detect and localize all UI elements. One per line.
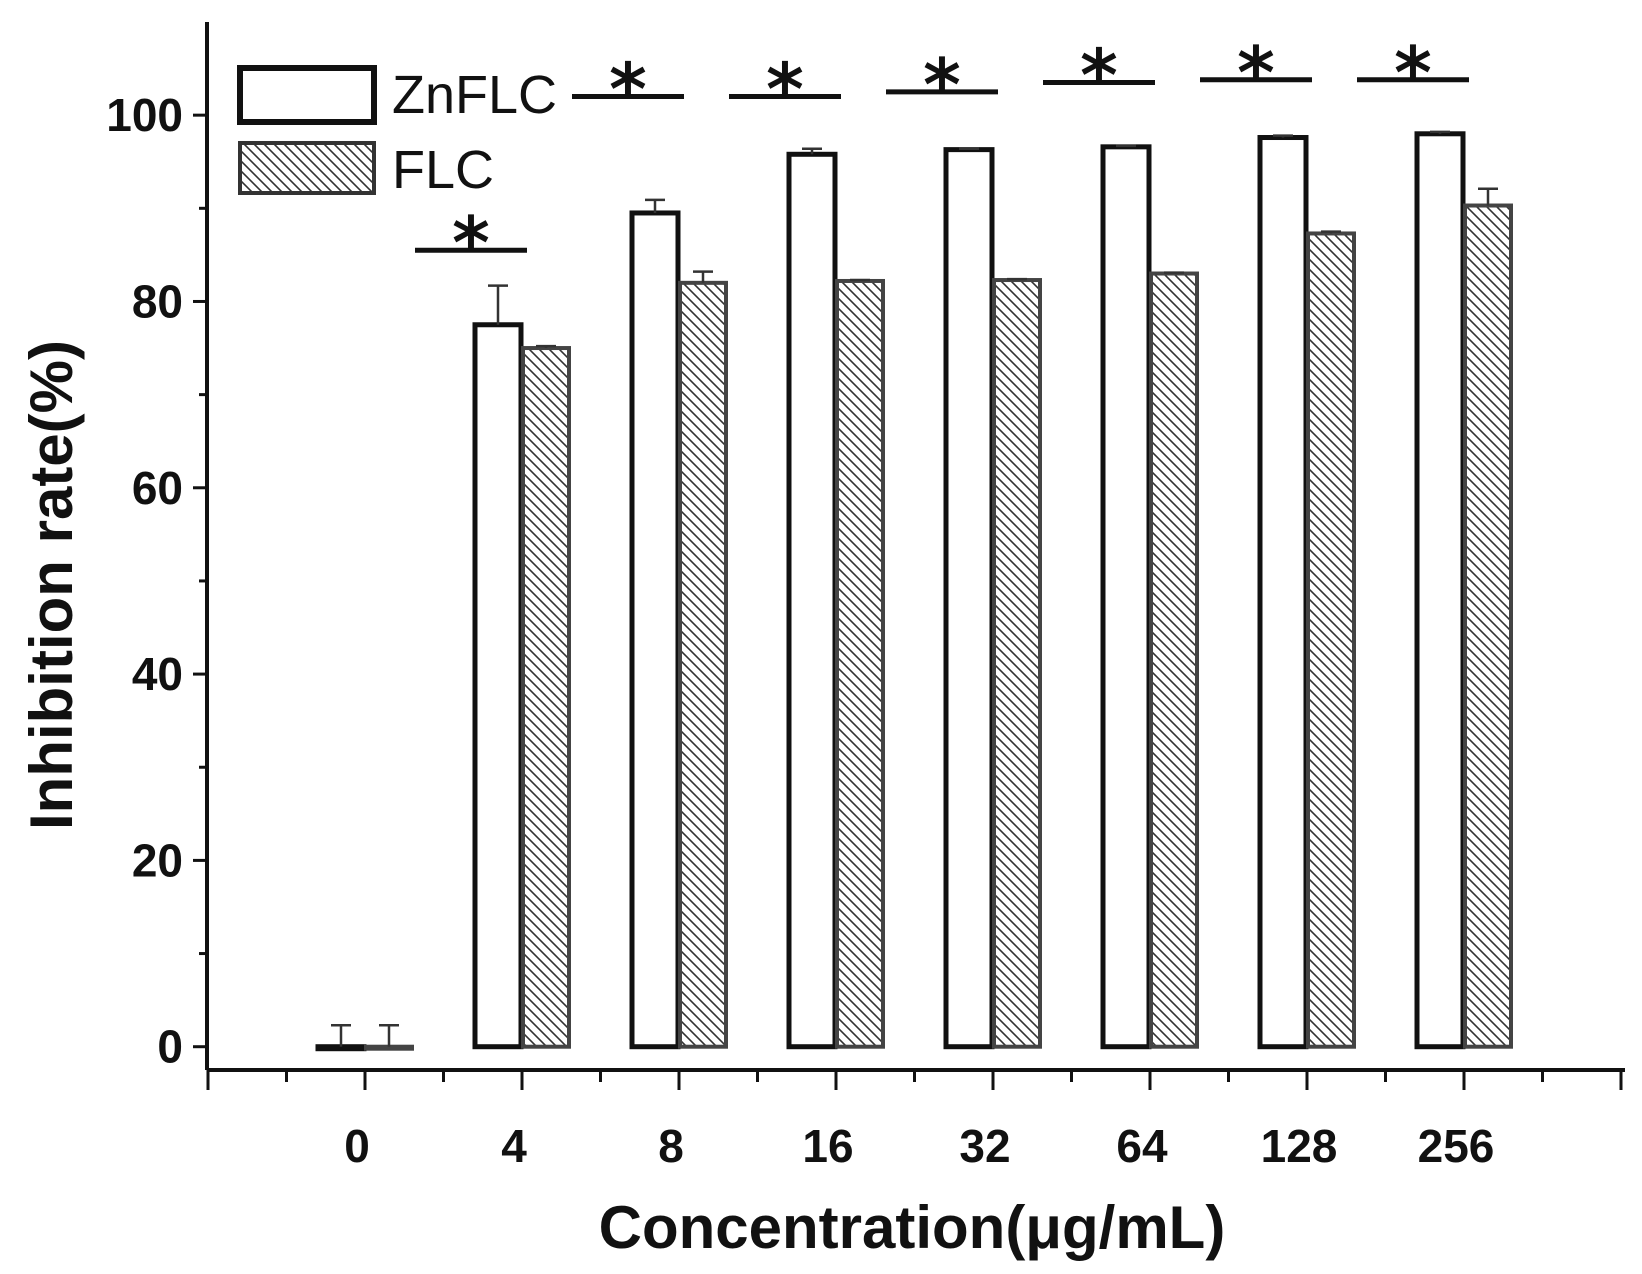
- bar-flc-256: [1463, 203, 1513, 1049]
- bar-flc-8: [678, 280, 728, 1049]
- bar-flc-0: [364, 1044, 414, 1051]
- x-tick-label: 0: [344, 1120, 370, 1172]
- bar-znflc-16: [786, 151, 838, 1050]
- x-tick-label: 64: [1116, 1120, 1168, 1172]
- y-tick-label: 100: [106, 89, 183, 141]
- bar-znflc-256: [1414, 131, 1466, 1050]
- y-axis-title: Inhibition rate(%): [18, 340, 85, 830]
- y-tick-label: 60: [132, 462, 183, 514]
- y-tick-label: 0: [157, 1021, 183, 1073]
- bar-flc-16: [835, 278, 885, 1049]
- legend-label-zinflc: ZnFLC: [392, 65, 557, 125]
- significance-star: *: [1237, 31, 1275, 115]
- x-tick-label: 128: [1261, 1120, 1338, 1172]
- bar-znflc-128: [1257, 135, 1309, 1050]
- significance-star: *: [1394, 31, 1432, 115]
- bar-znflc-0: [315, 1044, 367, 1052]
- bar-flc-32: [992, 278, 1042, 1049]
- significance-star: *: [452, 201, 490, 285]
- x-tick-label: 32: [959, 1120, 1010, 1172]
- significance-star: *: [609, 48, 647, 132]
- bar-znflc-64: [1100, 144, 1152, 1050]
- bar-flc-4: [521, 346, 571, 1049]
- legend-swatch-flc: [238, 141, 376, 195]
- x-tick-label: 8: [658, 1120, 684, 1172]
- legend-label-flc: FLC: [392, 140, 494, 200]
- legend-swatch-zinflc: [237, 65, 377, 125]
- bar-znflc-32: [943, 147, 995, 1050]
- significance-star: *: [1080, 34, 1118, 118]
- x-tick-label: 16: [802, 1120, 853, 1172]
- x-tick-label: 256: [1418, 1120, 1495, 1172]
- bar-znflc-4: [472, 322, 524, 1050]
- y-tick-label: 40: [132, 648, 183, 700]
- y-tick-label: 80: [132, 275, 183, 327]
- plot-area: 0 20 40 60 80 100 0 4 8 16 32 64 128 256 * * * * * * *: [106, 22, 1625, 1172]
- x-tick-label: 4: [501, 1120, 527, 1172]
- x-axis-title: Concentration(μg/mL): [599, 1194, 1226, 1261]
- y-tick-label: 20: [132, 834, 183, 886]
- significance-star: *: [923, 43, 961, 127]
- significance-star: *: [766, 48, 804, 132]
- bar-znflc-8: [629, 210, 681, 1050]
- bar-flc-128: [1306, 231, 1356, 1049]
- bar-flc-64: [1149, 271, 1199, 1049]
- legend: ZnFLC FLC: [237, 65, 557, 200]
